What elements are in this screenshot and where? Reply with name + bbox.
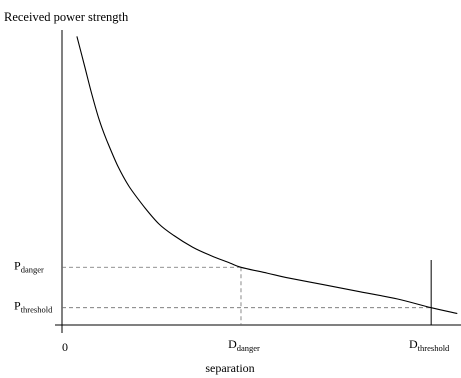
x-marker-label-threshold-base: D: [409, 337, 418, 351]
y-axis-label: Received power strength: [4, 10, 129, 24]
x-marker-label-danger-subscript: danger: [237, 343, 260, 353]
x-marker-label-danger-base: D: [228, 337, 237, 351]
x-marker-label-threshold: Dthreshold: [409, 337, 450, 353]
y-marker-label-threshold-subscript: threshold: [21, 305, 53, 315]
y-marker-label-threshold-base: P: [14, 299, 21, 313]
guide-lines: [62, 260, 432, 325]
y-marker-label-danger: Pdanger: [14, 258, 44, 274]
y-marker-label-danger-subscript: danger: [21, 264, 44, 274]
x-marker-label-threshold-subscript: threshold: [418, 343, 450, 353]
x-marker-label-danger: Ddanger: [228, 337, 260, 353]
y-marker-label-threshold: Pthreshold: [14, 299, 53, 315]
series-line: [76, 36, 458, 315]
y-marker-label-danger-base: P: [14, 258, 21, 272]
x-axis-label: separation: [205, 361, 254, 375]
x-tick-label: 0: [62, 340, 68, 354]
